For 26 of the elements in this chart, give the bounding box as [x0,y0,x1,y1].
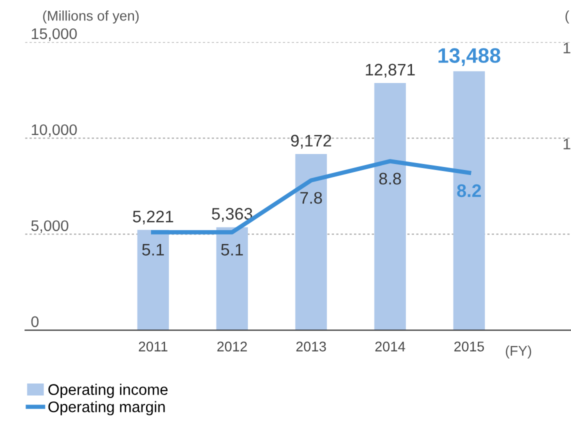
x-tick-label: 2013 [296,342,326,352]
y2-axis-title: ( [566,10,570,24]
y-tick-label: 10,000 [32,124,77,137]
data-label: 5,363 [212,208,252,222]
data-label: 8.8 [379,172,401,185]
data-label: 8.2 [457,184,481,198]
x-tick-label: 2015 [454,342,484,352]
x-tick-label: 2012 [217,342,247,352]
y-tick-label: 0 [31,316,39,328]
data-label: 12,871 [366,64,415,78]
text: 1 [564,138,570,150]
y-tick-label: 5,000 [31,220,68,233]
y-axis-title: (Millions of yen) [43,10,139,24]
text: 1 [564,42,570,54]
data-label: 7.8 [300,192,322,204]
x-axis-title: (FY) [506,346,532,358]
y-tick-label: 15,000 [32,28,77,41]
legend-label: Operating margin [48,401,165,416]
data-label: 9,172 [291,134,332,149]
x-tick-label: 2014 [375,342,406,352]
data-label: 5,221 [132,210,174,224]
data-label: 13,488 [438,48,500,66]
data-label: 5.1 [221,244,243,256]
data-label: 5.1 [142,244,164,256]
x-tick-label: 2011 [138,342,168,352]
legend-label: Operating income [48,384,168,398]
